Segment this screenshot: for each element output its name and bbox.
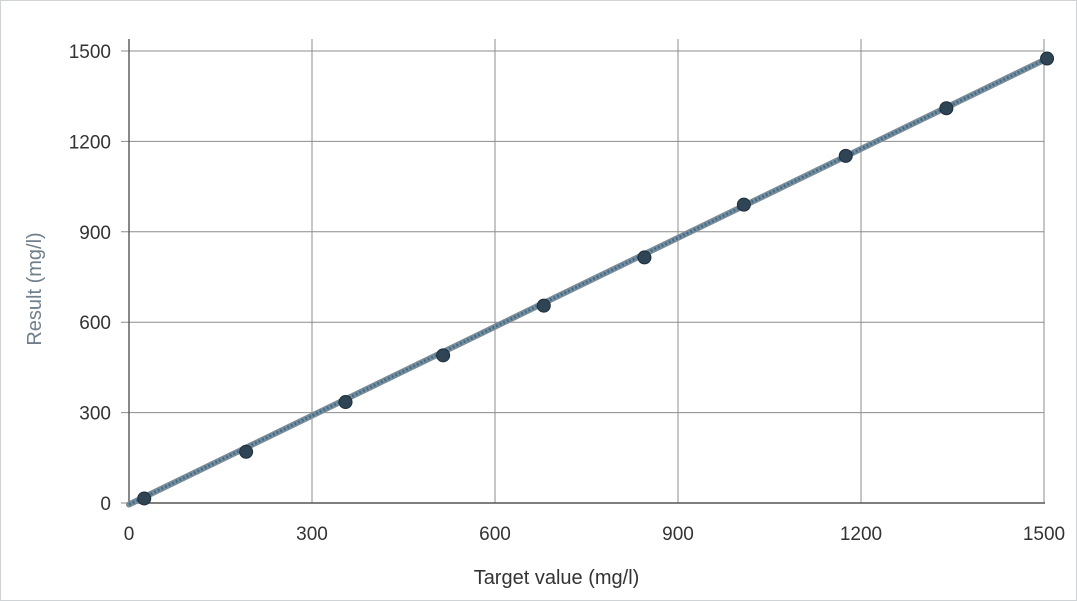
y-tick-label-2: 600 — [79, 313, 111, 334]
data-point-6 — [736, 197, 751, 212]
y-tick-label-3: 900 — [79, 223, 111, 244]
x-tick-label-0: 0 — [124, 524, 135, 545]
y-axis-title: Result (mg/l) — [24, 232, 46, 345]
x-tick-labels: 0 300 600 900 1200 1500 — [124, 524, 1065, 545]
data-point-1 — [239, 444, 254, 459]
y-tick-label-5: 1500 — [69, 42, 111, 63]
y-tick-labels: 0 300 600 900 1200 1500 — [69, 42, 111, 515]
series-lines — [126, 55, 1051, 508]
x-tick-label-3: 900 — [662, 524, 694, 545]
axes — [128, 39, 1045, 504]
grid — [121, 39, 1045, 504]
data-point-3 — [436, 348, 451, 363]
y-tick-label-1: 300 — [79, 404, 111, 425]
x-tick-label-1: 300 — [296, 524, 328, 545]
regression-line-shadow — [126, 55, 1051, 508]
data-point-4 — [536, 298, 551, 313]
y-tick-label-4: 1200 — [69, 132, 111, 153]
data-point-5 — [637, 250, 652, 265]
x-tick-label-2: 600 — [479, 524, 511, 545]
data-point-2 — [338, 395, 353, 410]
data-point-7 — [838, 148, 853, 163]
x-axis-title: Target value (mg/l) — [474, 567, 640, 589]
x-tick-label-5: 1500 — [1023, 524, 1065, 545]
x-tick-label-4: 1200 — [840, 524, 882, 545]
series-points — [137, 51, 1055, 506]
data-point-0 — [137, 491, 152, 506]
data-point-9 — [1040, 51, 1055, 66]
y-tick-label-0: 0 — [100, 494, 111, 515]
data-point-8 — [939, 101, 954, 116]
